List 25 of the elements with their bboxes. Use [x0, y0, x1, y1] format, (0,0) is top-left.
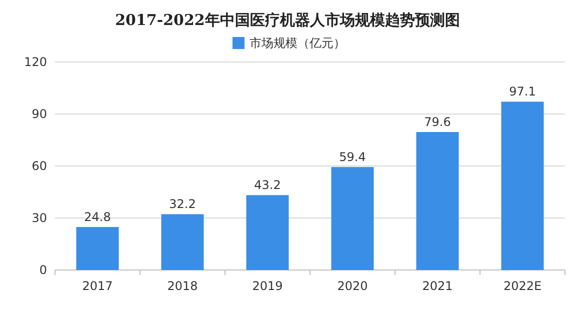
- x-tick-label: 2022E: [503, 279, 542, 293]
- data-label: 59.4: [339, 150, 366, 164]
- y-tick-label: 60: [32, 159, 47, 173]
- x-tick-label: 2021: [422, 279, 453, 293]
- data-label: 97.1: [509, 84, 536, 99]
- data-label: 32.2: [169, 197, 196, 212]
- y-tick-label: 90: [32, 107, 47, 121]
- chart-title: 2017-2022年中国医疗机器人市场规模趋势预测图: [115, 11, 460, 29]
- y-tick-label: 120: [24, 55, 47, 69]
- data-label: 43.2: [254, 178, 281, 192]
- data-label: 79.6: [424, 115, 451, 130]
- bar: [246, 195, 289, 270]
- legend-label: 市场规模（亿元）: [250, 36, 346, 50]
- x-tick-label: 2020: [337, 279, 368, 293]
- y-tick-label: 30: [32, 211, 47, 225]
- bar: [501, 102, 544, 270]
- bar: [416, 132, 459, 270]
- y-tick-label: 0: [39, 263, 47, 277]
- x-tick-label: 2019: [252, 279, 283, 293]
- bar: [76, 227, 119, 270]
- x-tick-label: 2018: [167, 279, 198, 293]
- bar: [161, 214, 204, 270]
- bar: [331, 167, 374, 270]
- x-tick-label: 2017: [82, 279, 113, 293]
- data-label: 24.8: [84, 210, 111, 224]
